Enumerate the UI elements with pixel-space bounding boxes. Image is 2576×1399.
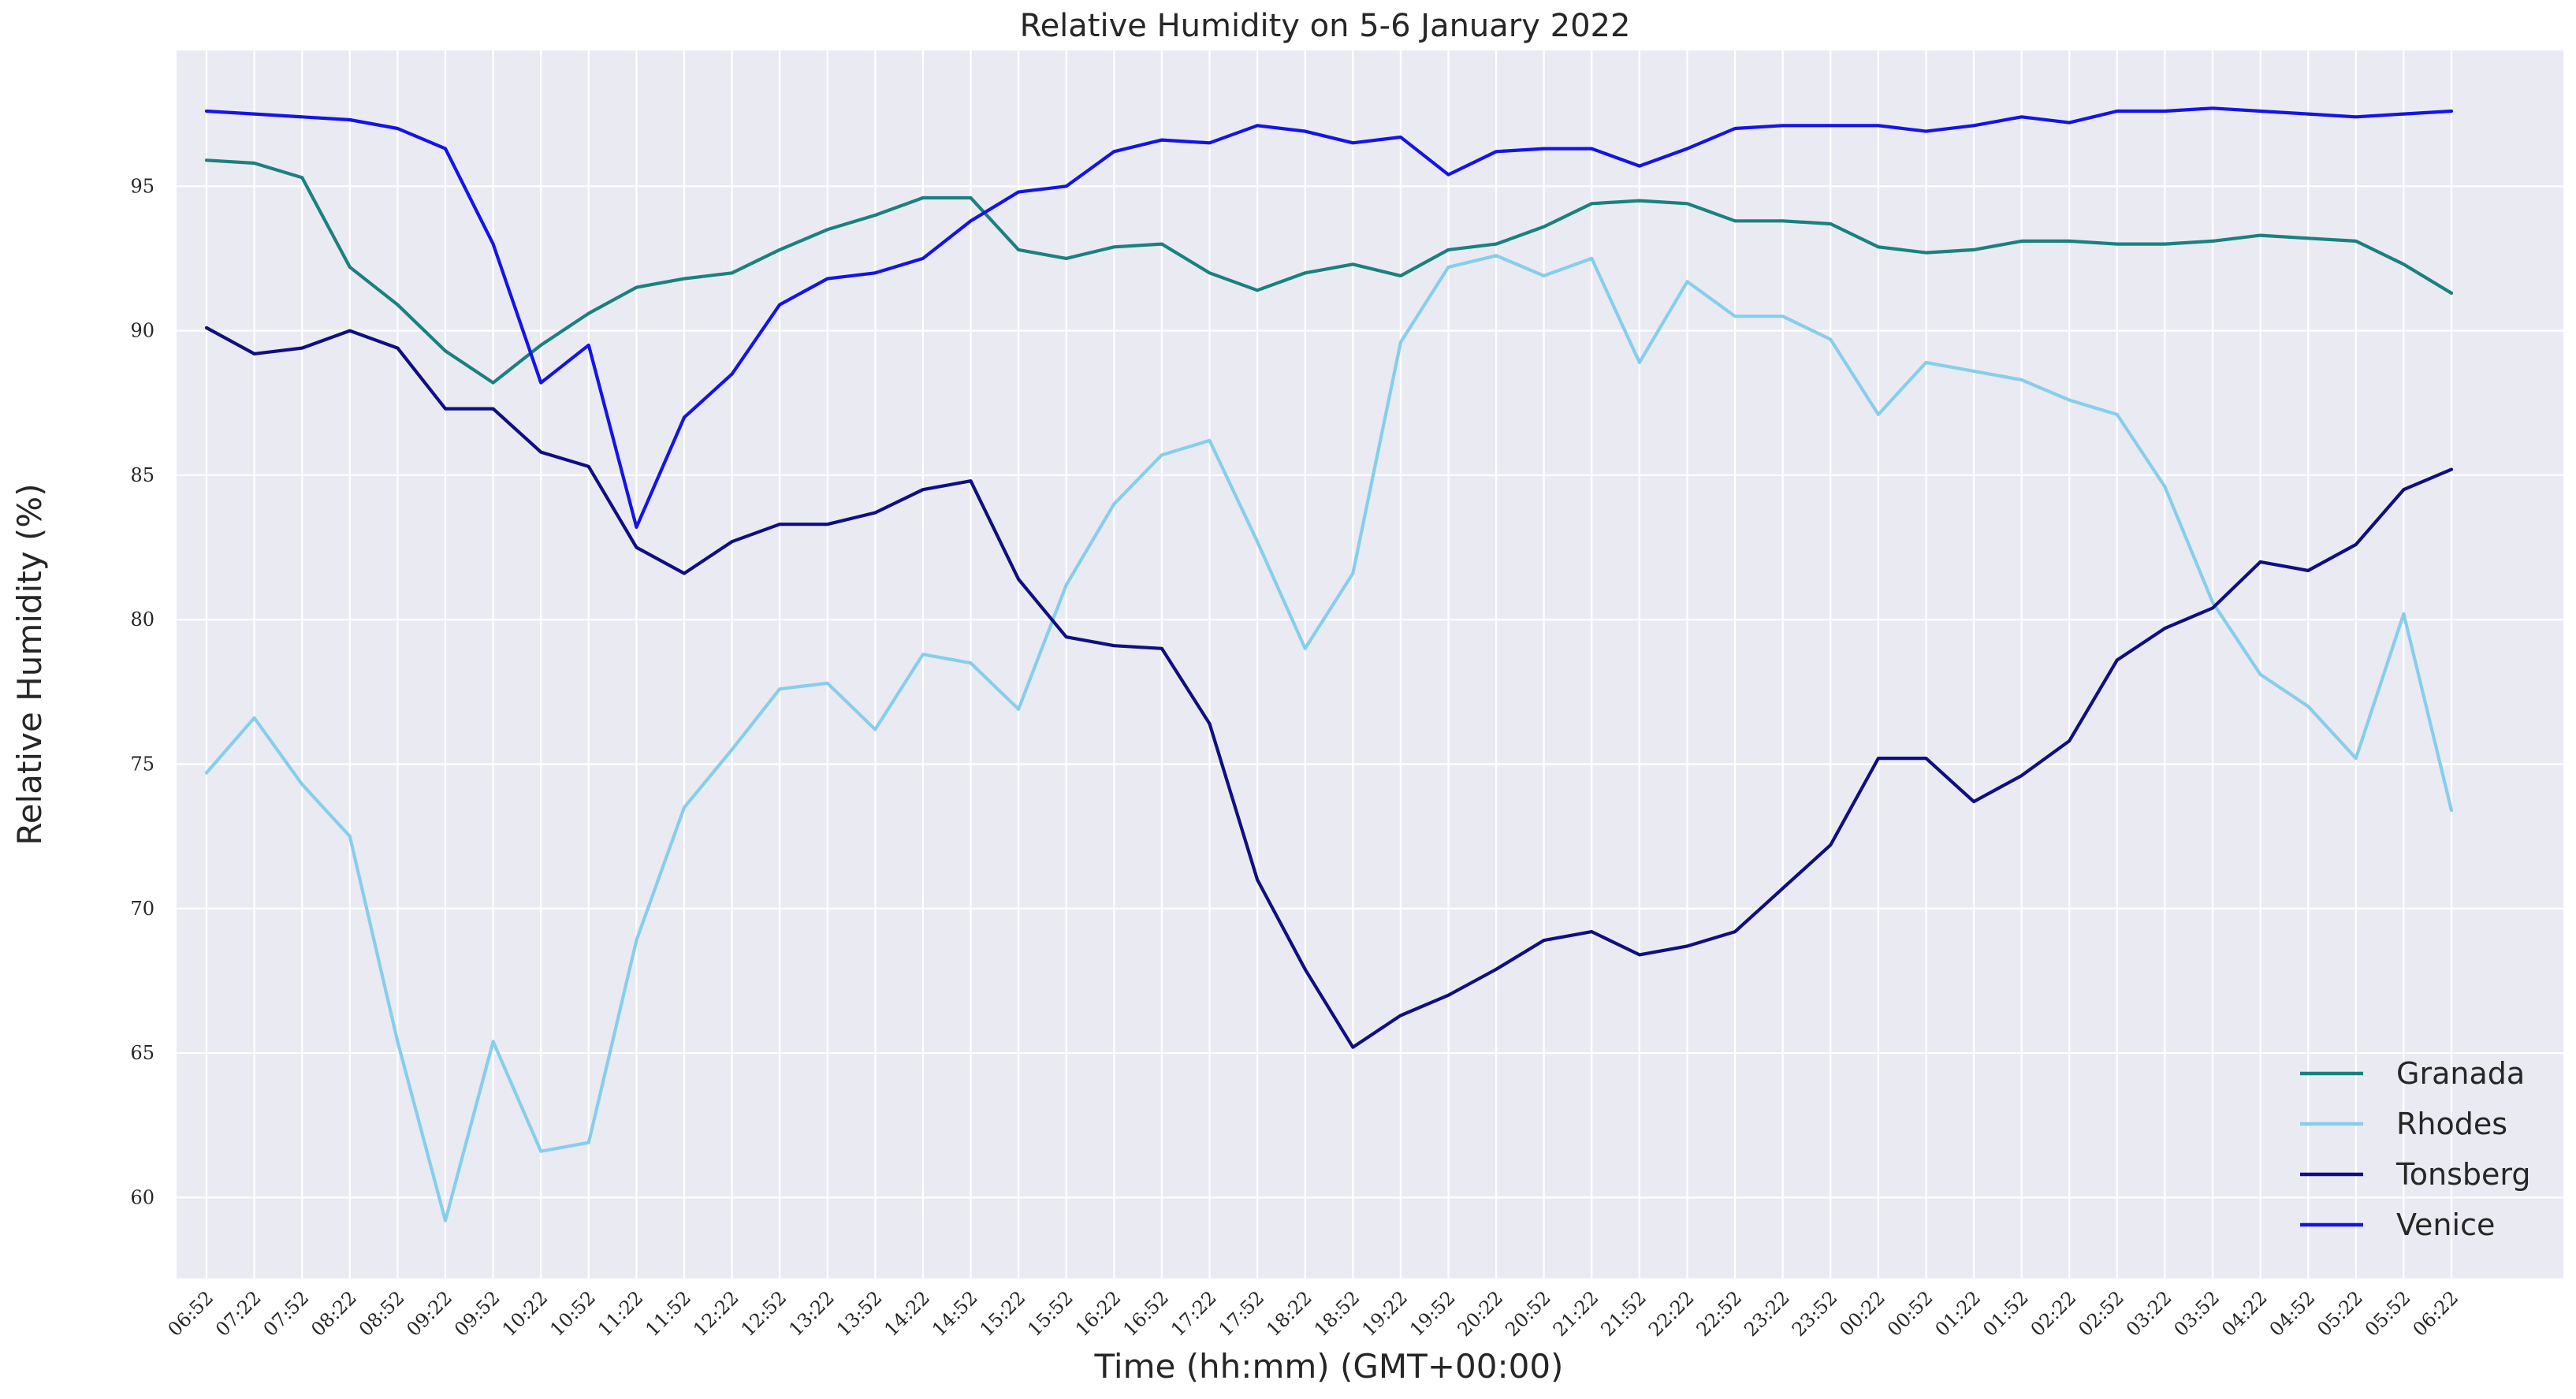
y-axis-label: Relative Humidity (%) [10,483,49,845]
legend-label-rhodes: Rhodes [2396,1107,2507,1141]
legend-label-venice: Venice [2396,1207,2495,1242]
x-tick-label: 21:22 [1549,1286,1603,1341]
x-tick-label: 20:52 [1501,1286,1555,1341]
x-tick-label: 18:22 [1262,1286,1316,1341]
x-tick-label: 07:22 [211,1286,266,1341]
series-line-rhodes [204,254,2454,1222]
x-tick-label: 10:22 [498,1286,553,1341]
x-tick-label: 00:52 [1883,1286,1938,1341]
y-tick-label: 85 [130,464,154,486]
x-tick-label: 06:22 [2409,1286,2463,1341]
legend-label-granada: Granada [2396,1056,2525,1091]
x-tick-label: 05:52 [2361,1286,2415,1341]
x-tick-label: 16:22 [1071,1286,1126,1341]
x-tick-label: 05:22 [2313,1286,2367,1341]
x-tick-label: 18:52 [1310,1286,1364,1341]
x-tick-label: 09:22 [403,1286,457,1341]
grid-lines [177,50,2563,1278]
x-tick-label: 14:22 [880,1286,934,1341]
x-tick-label: 19:22 [1357,1286,1412,1341]
x-tick-label: 23:22 [1740,1286,1794,1341]
series-line-granada [204,158,2454,385]
y-tick-label: 60 [130,1186,154,1208]
x-tick-label: 01:22 [1931,1286,1986,1341]
x-tick-label: 16:52 [1119,1286,1173,1341]
x-tick-label: 01:52 [1979,1286,2033,1341]
x-tick-label: 15:52 [1023,1286,1078,1341]
series-lines [204,106,2454,1222]
y-tick-label: 80 [130,608,154,631]
x-tick-label: 03:22 [2122,1286,2176,1341]
x-tick-label: 20:22 [1454,1286,1508,1341]
x-tick-label: 11:52 [641,1286,695,1341]
x-tick-label: 13:22 [784,1286,839,1341]
x-tick-label: 13:52 [832,1286,887,1341]
series-line-tonsberg [204,326,2454,1049]
y-tick-label: 90 [130,320,154,342]
x-tick-label: 17:52 [1215,1286,1269,1341]
legend: Granada Rhodes Tonsberg Venice [2300,1056,2530,1242]
x-tick-label: 22:22 [1644,1286,1699,1341]
x-tick-label: 04:22 [2217,1286,2272,1341]
y-tick-label: 75 [130,753,154,775]
y-tick-label: 70 [130,898,154,920]
y-tick-label: 65 [130,1042,154,1064]
x-tick-label: 07:52 [259,1286,314,1341]
x-tick-label: 09:52 [450,1286,504,1341]
x-tick-label: 21:52 [1596,1286,1651,1341]
x-tick-label: 11:22 [594,1286,648,1341]
legend-label-tonsberg: Tonsberg [2395,1157,2530,1192]
x-tick-labels: 06:5207:2207:5208:2208:5209:2209:5210:22… [164,1286,2463,1341]
series-line-venice [204,106,2454,530]
x-tick-label: 02:52 [2074,1286,2128,1341]
x-tick-label: 06:52 [164,1286,218,1341]
x-tick-label: 19:52 [1405,1286,1460,1341]
x-tick-label: 12:52 [737,1286,791,1341]
x-tick-label: 17:22 [1167,1286,1221,1341]
x-tick-label: 23:52 [1788,1286,1842,1341]
x-tick-label: 03:52 [2170,1286,2224,1341]
x-tick-label: 15:22 [976,1286,1030,1341]
x-axis-label: Time (hh:mm) (GMT+00:00) [1094,1347,1564,1386]
x-tick-label: 12:22 [689,1286,743,1341]
chart-title: Relative Humidity on 5-6 January 2022 [1020,8,1631,44]
plot-background [177,50,2563,1278]
x-tick-label: 14:52 [928,1286,982,1341]
y-tick-labels: 60 65 70 75 80 85 90 95 [130,175,154,1208]
x-tick-label: 08:22 [307,1286,361,1341]
x-tick-label: 08:52 [355,1286,409,1341]
y-tick-label: 95 [130,175,154,197]
x-tick-label: 10:52 [545,1286,600,1341]
x-tick-label: 04:52 [2265,1286,2320,1341]
x-tick-label: 22:52 [1692,1286,1747,1341]
x-tick-label: 02:22 [2027,1286,2081,1341]
x-tick-label: 00:22 [1835,1286,1889,1341]
